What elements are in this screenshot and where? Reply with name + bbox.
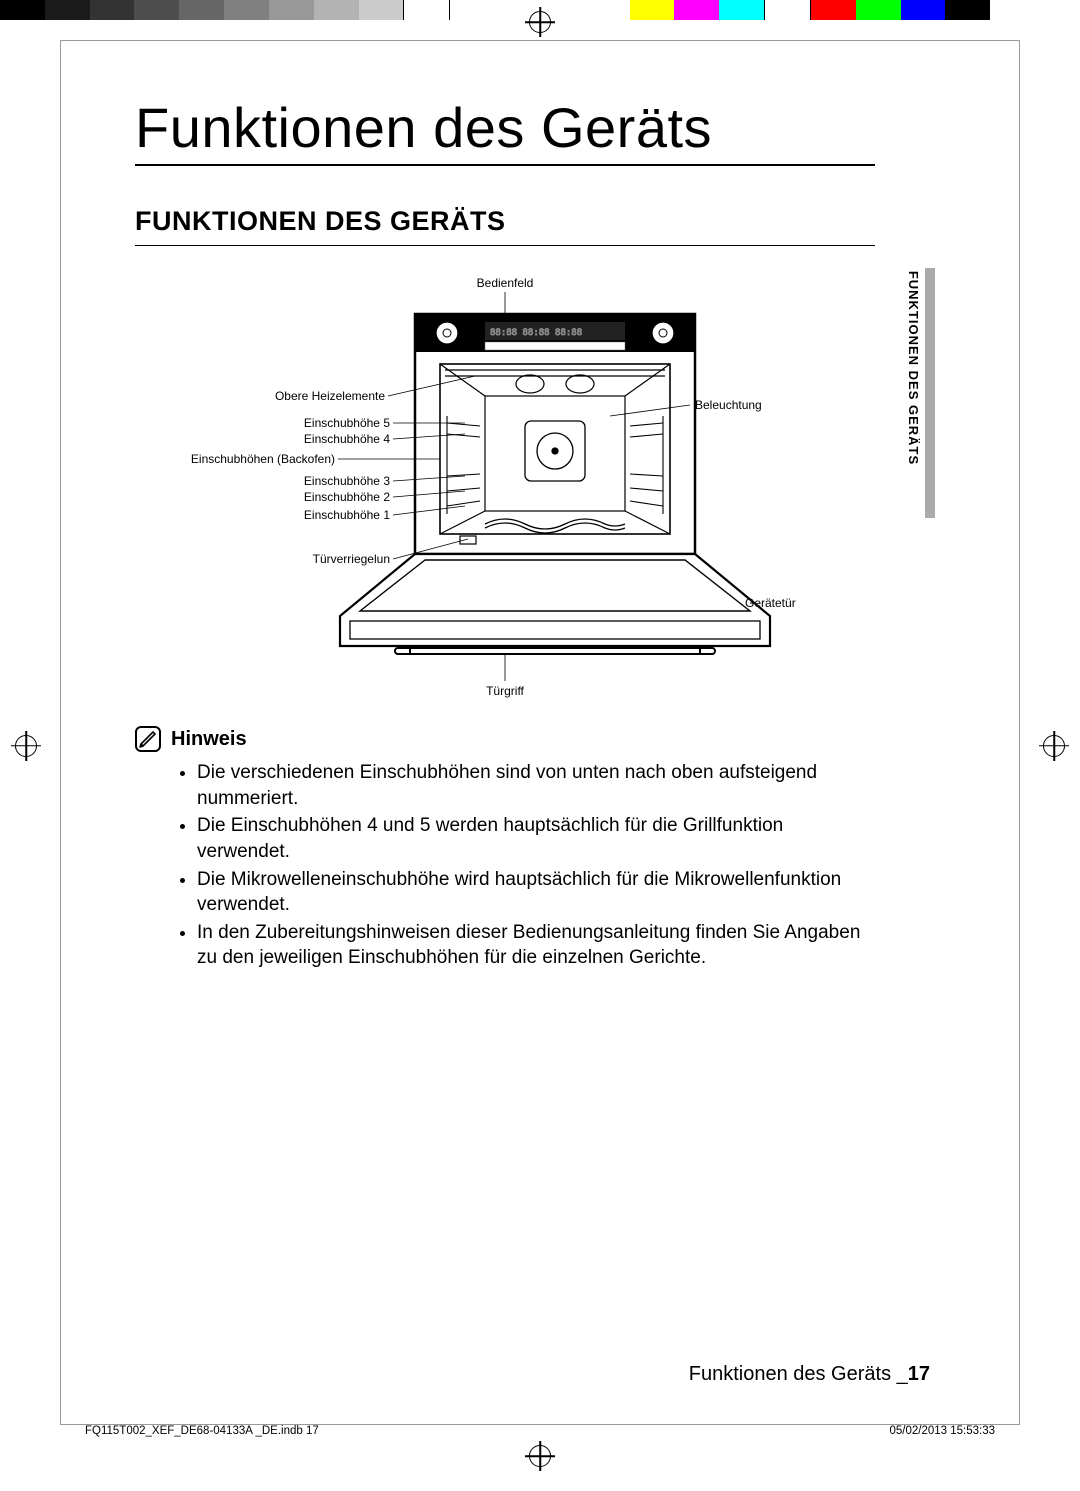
label-einschubhoehe-1: Einschubhöhe 1 — [300, 508, 390, 522]
section-title: FUNKTIONEN DES GERÄTS — [135, 206, 875, 246]
label-tuergriff: Türgriff — [486, 684, 524, 698]
label-tuerverriegelung: Türverriegelun — [290, 552, 390, 566]
note-block: Hinweis Die verschiedenen Einschubhöhen … — [135, 726, 875, 971]
registration-mark-right — [1043, 735, 1065, 757]
note-item: Die Mikrowelleneinschubhöhe wird hauptsä… — [197, 867, 875, 918]
note-item: Die Einschubhöhen 4 und 5 werden hauptsä… — [197, 813, 875, 864]
footer-section: Funktionen des Geräts _ — [689, 1363, 908, 1385]
label-obere-heizelemente: Obere Heizelemente — [265, 389, 385, 403]
registration-mark-top — [529, 11, 551, 33]
label-einschubhoehe-5: Einschubhöhe 5 — [300, 416, 390, 430]
side-tab-bar — [925, 268, 935, 518]
page-title: Funktionen des Geräts — [135, 95, 875, 166]
note-item: Die verschiedenen Einschubhöhen sind von… — [197, 760, 875, 811]
label-einschubhoehe-3: Einschubhöhe 3 — [300, 474, 390, 488]
note-icon — [135, 726, 161, 752]
footer-page: 17 — [908, 1363, 930, 1385]
page-footer: Funktionen des Geräts _17 — [689, 1363, 930, 1386]
label-einschubhoehen-backofen: Einschubhöhen (Backofen) — [185, 452, 335, 466]
label-bedienfeld: Bedienfeld — [477, 276, 534, 290]
note-list: Die verschiedenen Einschubhöhen sind von… — [135, 760, 875, 971]
print-footer: FQ115T002_XEF_DE68-04133A _DE.indb 17 05… — [85, 1425, 995, 1437]
print-stamp: 05/02/2013 15:53:33 — [889, 1425, 995, 1437]
label-geraetetuer: Gerätetür — [745, 596, 796, 610]
oven-svg: 88:88 88:88 88:88 — [185, 276, 825, 696]
side-tab: FUNKTIONEN DES GERÄTS — [905, 268, 935, 518]
side-tab-label: FUNKTIONEN DES GERÄTS — [906, 271, 921, 465]
page-content: Funktionen des Geräts FUNKTIONEN DES GER… — [135, 95, 875, 973]
registration-mark-bottom — [529, 1445, 551, 1467]
registration-mark-left — [15, 735, 37, 757]
note-item: In den Zubereitungshinweisen dieser Bedi… — [197, 920, 875, 971]
svg-text:88:88 88:88 88:88: 88:88 88:88 88:88 — [490, 328, 582, 338]
label-einschubhoehe-2: Einschubhöhe 2 — [300, 490, 390, 504]
label-beleuchtung: Beleuchtung — [695, 398, 762, 412]
oven-diagram: Bedienfeld Obere Heizelemente Einschubhö… — [185, 276, 825, 696]
label-einschubhoehe-4: Einschubhöhe 4 — [300, 432, 390, 446]
note-title: Hinweis — [171, 728, 247, 751]
print-file: FQ115T002_XEF_DE68-04133A _DE.indb 17 — [85, 1425, 319, 1437]
